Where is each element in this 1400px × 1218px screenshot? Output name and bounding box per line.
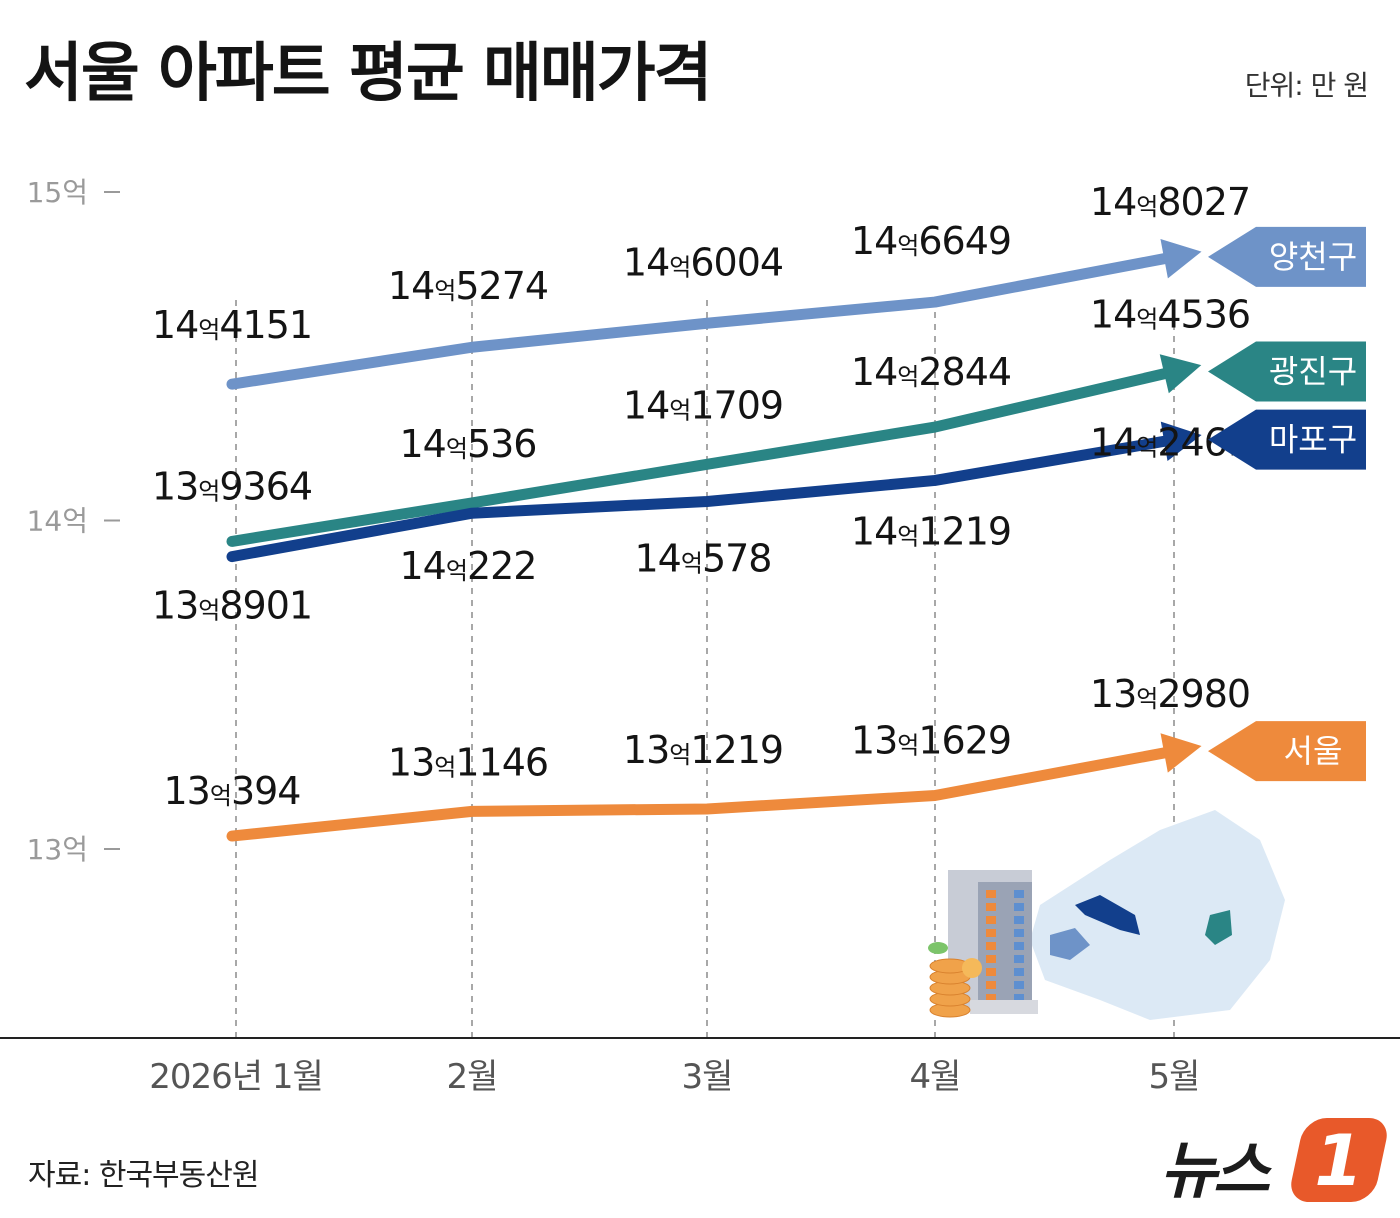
logo-mark: 1 <box>1287 1118 1391 1202</box>
data-label: 14억4151 <box>152 303 312 347</box>
series-line-마포구 <box>226 435 1170 563</box>
building-window <box>1014 890 1024 898</box>
data-label: 14억222 <box>400 544 537 588</box>
building-window <box>1014 903 1024 911</box>
data-label: 13억1629 <box>851 718 1011 762</box>
series-arrowhead-양천구 <box>1160 239 1202 279</box>
x-tick-label: 4월 <box>910 1057 961 1097</box>
data-label: 13억394 <box>164 769 301 813</box>
x-tick-label: 5월 <box>1149 1057 1200 1097</box>
data-label: 14억5274 <box>388 264 548 308</box>
legend-tag-label: 마포구 <box>1269 421 1357 459</box>
building-window <box>986 890 996 898</box>
data-label: 14억6649 <box>851 219 1011 263</box>
data-label: 14억578 <box>635 537 772 581</box>
series-arrowhead-광진구 <box>1159 354 1202 394</box>
y-tick-label: 14억 <box>27 505 88 538</box>
y-tick-label: 13억 <box>27 833 88 866</box>
building-window <box>986 903 996 911</box>
x-tick-label: 2월 <box>447 1057 498 1097</box>
legend-tag-label: 양천구 <box>1269 238 1357 276</box>
building-window <box>986 955 996 963</box>
building-base <box>970 1000 1038 1014</box>
yangcheon-district-shape <box>1050 928 1090 960</box>
data-label: 13억2980 <box>1090 672 1250 716</box>
gwangjin-district-shape <box>1205 910 1232 945</box>
data-labels: 14억4151 14억5274 14억6004 14억6649 14억8027 13억93… <box>152 180 1251 813</box>
series-line-서울 <box>226 747 1170 842</box>
building-window <box>986 981 996 989</box>
x-tick-label: 3월 <box>682 1057 733 1097</box>
building-window <box>1014 916 1024 924</box>
logo-wordmark: 뉴스 <box>1160 1134 1270 1207</box>
data-label: 14억1709 <box>623 383 783 427</box>
series-lines <box>226 239 1202 842</box>
building-window <box>1014 955 1024 963</box>
data-label: 14억4536 <box>1090 292 1250 336</box>
y-tick-label: 15억 <box>27 176 88 209</box>
building-window <box>1014 968 1024 976</box>
data-label: 13억8901 <box>152 584 312 628</box>
data-label: 13억1146 <box>388 740 548 784</box>
news1-logo: 뉴스 1 <box>1160 1118 1392 1210</box>
series-line-광진구 <box>226 368 1170 547</box>
building-window <box>986 994 996 1002</box>
data-label: 13억1219 <box>623 728 783 772</box>
data-label: 14억8027 <box>1090 180 1250 224</box>
legend-tag-label: 서울 <box>1284 732 1343 770</box>
building-window <box>986 916 996 924</box>
line-chart: 13억 14억 15억 2026년 1월 2월 3월 4월 5월 14억4151 14억5274… <box>0 176 1400 1097</box>
chart-title: 서울 아파트 평균 매매가격 <box>24 37 713 111</box>
building-window <box>1014 929 1024 937</box>
data-label: 14억536 <box>400 422 537 466</box>
series-arrowhead-서울 <box>1160 733 1202 773</box>
data-label: 14억6004 <box>623 240 783 284</box>
building-window <box>1014 942 1024 950</box>
unit-label: 단위: 만 원 <box>1244 69 1369 102</box>
building-window <box>986 942 996 950</box>
x-tick-label: 2026년 1월 <box>149 1057 323 1097</box>
data-label: 13억9364 <box>152 464 312 508</box>
source-note: 자료: 한국부동산원 <box>28 1158 259 1193</box>
building-window <box>1014 981 1024 989</box>
seoul-map-icon <box>1030 810 1285 1020</box>
legend-tag-양천구 <box>1208 226 1366 287</box>
series-line-양천구 <box>226 253 1170 390</box>
axes: 13억 14억 15억 2026년 1월 2월 3월 4월 5월 <box>0 176 1400 1097</box>
legend-tag-label: 광진구 <box>1269 352 1357 390</box>
data-label: 14억1219 <box>851 509 1011 553</box>
building-window <box>986 929 996 937</box>
series-arrowhead-마포구 <box>1160 421 1202 462</box>
building-window <box>986 968 996 976</box>
illustration <box>928 810 1285 1020</box>
building-window <box>1014 994 1024 1002</box>
data-label: 14억2844 <box>851 350 1011 394</box>
legend-tag-서울 <box>1208 721 1366 782</box>
legend-tag-마포구 <box>1208 409 1366 470</box>
legend-tag-광진구 <box>1208 341 1366 402</box>
coin-icon <box>962 958 982 978</box>
logo-mark-digit: 1 <box>1314 1120 1364 1202</box>
leaf-icon <box>928 942 948 954</box>
mapo-district-shape <box>1075 895 1140 935</box>
